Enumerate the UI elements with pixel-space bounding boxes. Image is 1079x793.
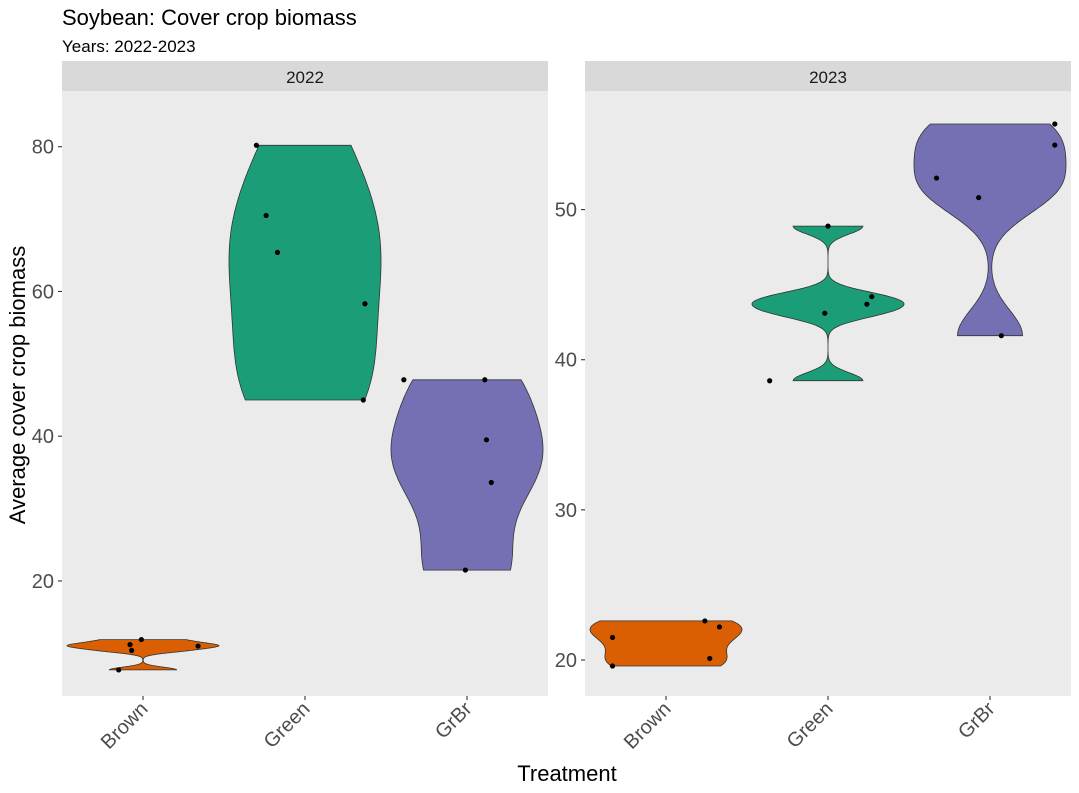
data-point (274, 249, 281, 255)
data-point (825, 223, 831, 229)
data-point (707, 655, 713, 662)
facet-strip-label: 2023 (809, 68, 847, 87)
data-point (1052, 142, 1058, 148)
data-point (462, 567, 468, 573)
violin-green (228, 144, 382, 401)
x-tick-label: Green (783, 698, 838, 753)
violin-brown (66, 639, 220, 671)
data-point (195, 643, 201, 649)
x-tick-label: Brown (620, 698, 676, 754)
data-point (482, 377, 488, 383)
x-tick-label: Brown (97, 698, 153, 754)
y-axis-title: Average cover crop biomass (5, 246, 30, 524)
x-tick-label: GrBr (431, 698, 477, 744)
data-point (767, 378, 773, 384)
x-tick-label: GrBr (954, 698, 1000, 744)
panel-2022: 2022 20 40 60 80 Brown Green GrBr (32, 61, 548, 754)
data-point (716, 624, 723, 630)
y-tick-label: 80 (32, 137, 54, 159)
data-point (609, 663, 616, 669)
chart-subtitle: Years: 2022-2023 (62, 37, 196, 56)
data-point (488, 479, 494, 486)
data-point (976, 194, 982, 201)
y-tick-label: 40 (555, 350, 577, 372)
data-point (360, 397, 366, 403)
data-point (362, 301, 368, 307)
y-tick-label: 60 (32, 281, 54, 303)
data-point (253, 142, 259, 148)
facet-strip-label: 2022 (286, 68, 324, 87)
data-point (702, 618, 708, 624)
facet-strip (585, 61, 1071, 91)
data-point (869, 294, 875, 300)
data-point (998, 333, 1004, 339)
facet-panels: 2022 20 40 60 80 Brown Green GrBr 2023 20 30 40 50 Br… (32, 61, 1071, 754)
x-tick-label: Green (260, 698, 315, 753)
y-tick-label: 20 (32, 571, 54, 593)
data-point (822, 310, 828, 316)
y-tick-label: 40 (32, 426, 54, 448)
y-tick-label: 30 (555, 500, 577, 522)
data-point (1052, 121, 1058, 127)
x-axis-title: Treatment (517, 761, 616, 786)
chart-title: Soybean: Cover crop biomass (62, 5, 357, 30)
y-tick-label: 20 (555, 650, 577, 672)
panel-2023: 2023 20 30 40 50 Brown Green GrBr (555, 61, 1071, 754)
data-point (138, 636, 144, 643)
data-point (263, 212, 269, 219)
facet-strip (62, 61, 548, 91)
violin-brown (589, 620, 743, 667)
data-point (609, 634, 616, 641)
data-point (483, 437, 490, 443)
violin-grbr (390, 379, 544, 571)
data-point (864, 301, 870, 307)
data-point (116, 667, 122, 673)
y-tick-label: 50 (555, 200, 577, 222)
data-point (129, 647, 135, 654)
violin-green (751, 225, 905, 382)
violin-grbr (913, 123, 1067, 337)
data-point (401, 377, 407, 383)
data-point (127, 642, 133, 648)
data-point (933, 175, 940, 181)
